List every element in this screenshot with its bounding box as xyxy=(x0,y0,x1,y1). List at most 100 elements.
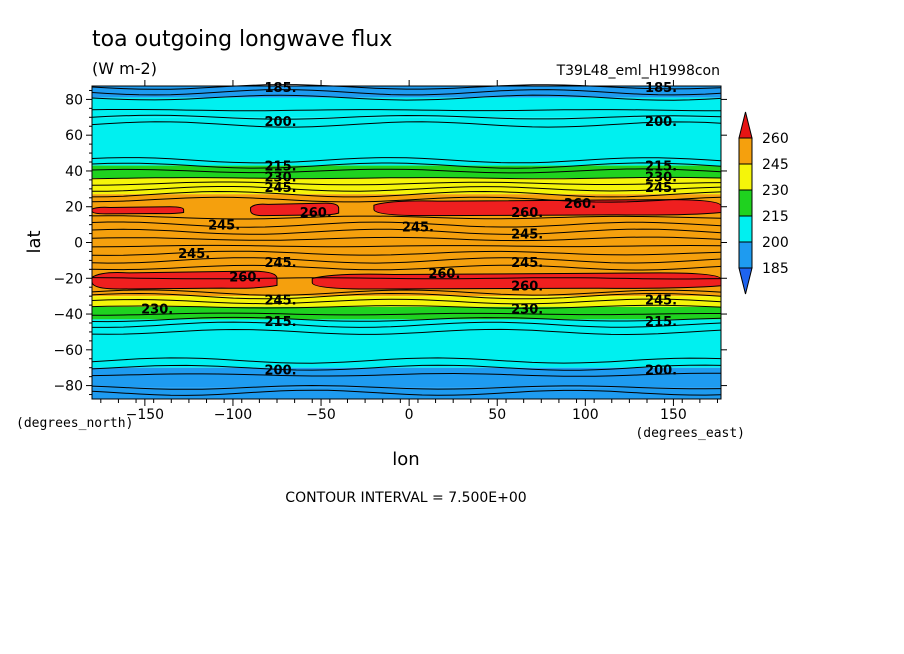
contour-label: 215. xyxy=(645,315,677,330)
contour-line xyxy=(91,357,722,364)
colorbar-over-arrow xyxy=(738,111,753,139)
x-tick-label: −150 xyxy=(126,407,164,423)
x-tick-label: 100 xyxy=(572,407,599,423)
contour-label: 245. xyxy=(511,228,543,243)
x-tick-label: 0 xyxy=(405,407,414,423)
y-tick-label: −60 xyxy=(53,343,83,359)
contour-line xyxy=(91,196,722,203)
contour-label: 230. xyxy=(264,170,296,185)
contour-lines xyxy=(91,84,722,396)
contour-label: 200. xyxy=(264,115,296,130)
x-tick-label: 150 xyxy=(660,407,687,423)
contour-line xyxy=(91,168,722,174)
contour-line xyxy=(91,384,722,390)
contour-label: 215. xyxy=(645,160,677,175)
contour-line xyxy=(91,176,722,180)
contour-label: 260. xyxy=(428,267,460,282)
contour-line xyxy=(91,162,722,169)
colorbar-swatch xyxy=(738,163,753,191)
contour-line xyxy=(91,94,722,101)
contour-line xyxy=(91,186,722,192)
y-tick-label: −40 xyxy=(53,307,83,323)
contour-label: 230. xyxy=(645,170,677,185)
flux-max-region xyxy=(250,202,340,217)
contour-label: 245. xyxy=(264,294,296,309)
contour-label: 200. xyxy=(645,115,677,130)
contour-line xyxy=(91,181,722,186)
contour-line xyxy=(91,114,722,120)
contour-line xyxy=(91,292,722,300)
contour-line xyxy=(91,157,722,164)
flux-band xyxy=(92,296,721,307)
contour-label: 245. xyxy=(264,256,296,271)
contour-label: 245. xyxy=(645,294,677,309)
colorbar-under-arrow xyxy=(738,267,753,295)
colorbar-label: 200 xyxy=(762,235,789,251)
contour-label: 260. xyxy=(511,206,543,221)
y-tick-label: 20 xyxy=(65,200,83,216)
y-axis-units: (degrees_north) xyxy=(16,416,133,431)
flux-band xyxy=(92,387,721,399)
y-tick-label: 80 xyxy=(65,92,83,108)
contour-line xyxy=(91,389,722,396)
flux-band xyxy=(92,178,721,195)
flux-band xyxy=(92,367,721,388)
contour-label: 245. xyxy=(645,181,677,196)
colorbar-label: 215 xyxy=(762,209,789,225)
contour-line xyxy=(91,304,722,309)
y-tick-label: 60 xyxy=(65,128,83,144)
plot-area xyxy=(91,86,722,399)
contour-line xyxy=(92,312,721,316)
contour-line xyxy=(91,84,722,90)
contour-line xyxy=(91,298,722,305)
flux-band xyxy=(92,97,721,118)
contour-line xyxy=(91,316,722,323)
x-tick-label: −50 xyxy=(306,407,336,423)
contour-line xyxy=(91,250,722,256)
contour-label: 230. xyxy=(141,303,173,318)
flux-band xyxy=(92,165,721,179)
contour-line xyxy=(91,289,722,296)
contour-labels: 185. 185.200. 200.215.230.245.215.230.245.… xyxy=(141,81,677,379)
y-axis-title: lat xyxy=(24,230,45,253)
contour-label: 245. xyxy=(402,220,434,235)
contour-label: 215. xyxy=(264,160,296,175)
contour-label: 230. xyxy=(511,303,543,318)
y-tick-label: 0 xyxy=(74,236,83,252)
colorbar-swatch xyxy=(738,189,753,217)
contour-label: 185. xyxy=(645,81,677,96)
colorbar-label: 260 xyxy=(762,131,789,147)
colorbar-label: 230 xyxy=(762,183,789,199)
contour-label: 245. xyxy=(178,247,210,262)
contour-line xyxy=(91,264,722,271)
contour-line xyxy=(91,328,722,336)
contour-line xyxy=(91,364,722,371)
contour-line xyxy=(91,244,722,248)
flux-max-region xyxy=(91,206,185,215)
x-axis: −150 −100 −50 0 50 100 150 xyxy=(100,80,718,423)
contour-line xyxy=(91,277,722,280)
contour-line xyxy=(91,228,722,235)
flux-max-region xyxy=(373,199,722,217)
colorbar-legend: 260 245 230 215 200 185 xyxy=(738,111,789,295)
contour-line xyxy=(91,109,722,112)
contour-line xyxy=(91,121,722,128)
contour-label: 260. xyxy=(229,270,261,285)
contour-label: 215. xyxy=(264,315,296,330)
colorbar-swatch xyxy=(738,137,753,165)
y-tick-label: −80 xyxy=(53,379,83,395)
y-tick-label: 40 xyxy=(65,164,83,180)
colorbar-swatch xyxy=(738,215,753,243)
x-axis-title: lon xyxy=(392,449,419,470)
contour-label: 245. xyxy=(264,181,296,196)
colorbar-swatch xyxy=(738,241,753,269)
flux-band xyxy=(92,306,721,320)
contour-line xyxy=(92,321,722,328)
contour-label: 200. xyxy=(264,363,296,378)
y-axis: −80 −60 −40 −20 0 20 40 60 80 xyxy=(53,89,727,396)
flux-max-region xyxy=(91,270,278,290)
x-tick-label: 50 xyxy=(488,407,506,423)
contour-line xyxy=(91,215,722,220)
contour-line xyxy=(91,89,722,96)
contour-label: 245. xyxy=(511,256,543,271)
